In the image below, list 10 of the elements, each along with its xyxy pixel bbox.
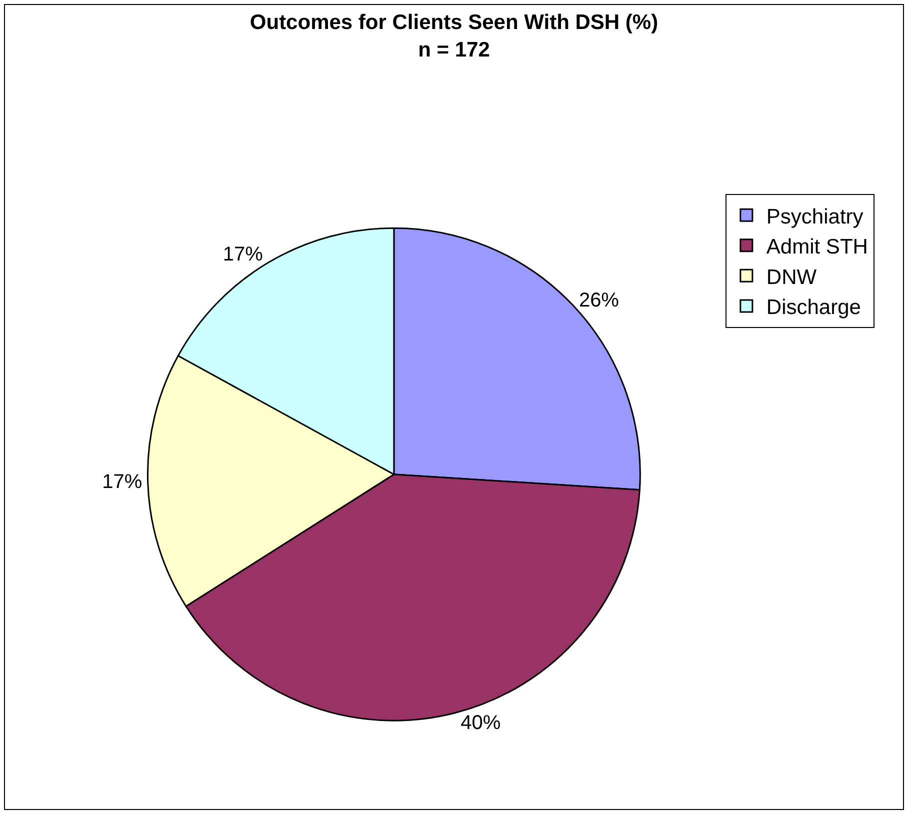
chart-title: Outcomes for Clients Seen With DSH (%): [250, 11, 658, 34]
legend-label: Discharge: [766, 296, 861, 320]
legend-label: DNW: [766, 266, 817, 289]
data-label: 17%: [102, 471, 142, 494]
legend-label: Psychiatry: [766, 205, 864, 228]
legend-label: Admit STH: [766, 236, 868, 259]
data-label: 40%: [460, 712, 501, 734]
data-label: 17%: [222, 243, 264, 266]
chart-subtitle: n = 172: [418, 38, 490, 62]
data-label: 26%: [578, 290, 620, 312]
